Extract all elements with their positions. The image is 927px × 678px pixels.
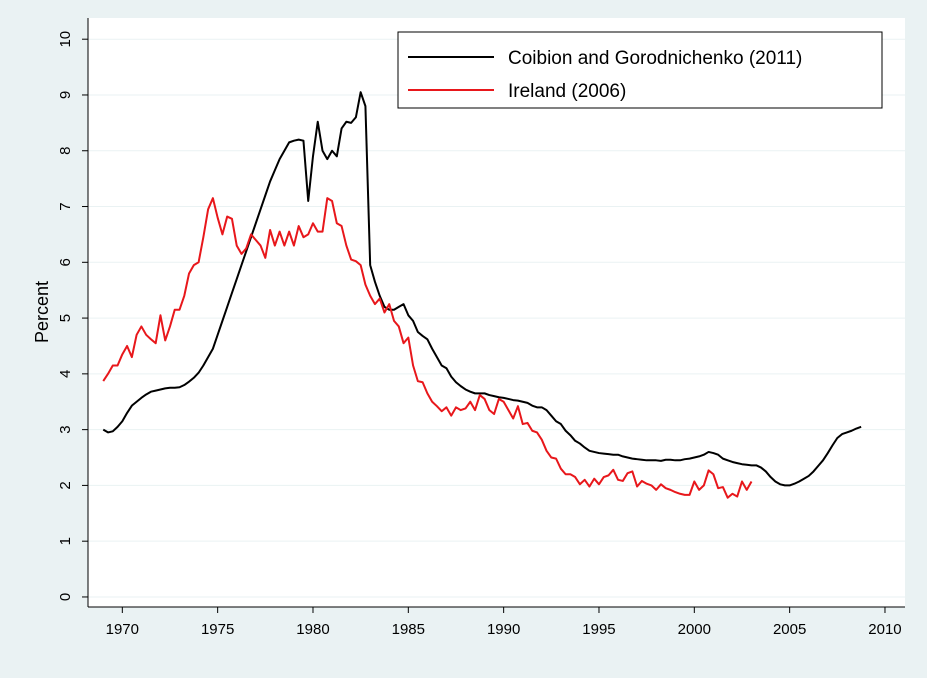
x-tick-label: 1980 xyxy=(296,621,329,638)
x-tick-label: 1995 xyxy=(582,621,615,638)
x-tick-label: 1990 xyxy=(487,621,520,638)
y-tick-label: 10 xyxy=(57,31,74,48)
x-tick-label: 2000 xyxy=(678,621,711,638)
plot-area xyxy=(88,18,905,607)
legend-box xyxy=(397,31,883,109)
y-tick-label: 3 xyxy=(57,425,74,433)
series-line xyxy=(102,197,753,499)
y-tick-label: 8 xyxy=(57,147,74,155)
x-tick-label: 2005 xyxy=(773,621,806,638)
y-tick-label: 6 xyxy=(57,258,74,266)
legend-label: Ireland (2006) xyxy=(508,81,626,102)
y-axis-label: Percent xyxy=(32,281,52,343)
x-tick-label: 1985 xyxy=(392,621,425,638)
y-tick-label: 9 xyxy=(57,91,74,99)
x-tick-label: 1975 xyxy=(201,621,234,638)
y-tick-label: 7 xyxy=(57,202,74,210)
y-tick-label: 4 xyxy=(57,370,74,378)
y-tick-label: 5 xyxy=(57,314,74,322)
y-tick-label: 2 xyxy=(57,481,74,489)
x-tick-label: 2010 xyxy=(868,621,901,638)
legend-label: Coibion and Gorodnichenko (2011) xyxy=(508,48,802,69)
y-tick-label: 1 xyxy=(57,537,74,545)
x-tick-label: 1970 xyxy=(106,621,139,638)
y-tick-label: 0 xyxy=(57,593,74,601)
series-line xyxy=(102,91,862,487)
